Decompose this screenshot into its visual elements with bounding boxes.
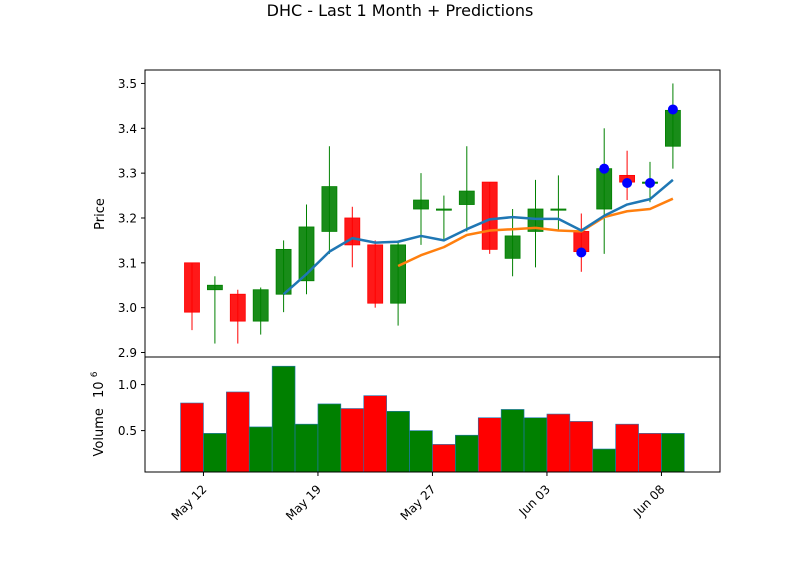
candles	[184, 83, 681, 344]
candle	[275, 240, 292, 313]
volume-bar	[592, 448, 616, 473]
volume-bar	[340, 408, 365, 473]
volume-bar	[271, 365, 296, 473]
candle	[321, 146, 338, 254]
candle	[298, 204, 315, 295]
candle	[619, 150, 635, 201]
volume-bar	[477, 417, 502, 473]
volume-scale-base: 10	[92, 381, 107, 398]
candle	[665, 83, 681, 169]
prediction-marker	[622, 178, 633, 189]
prediction-marker	[599, 163, 610, 174]
price-y-tick-label: 3.5	[118, 77, 137, 91]
candle-body	[390, 244, 407, 304]
volume-bar	[432, 444, 456, 473]
volume-bar	[523, 417, 548, 473]
volume-bar	[203, 433, 227, 473]
candle	[390, 240, 407, 326]
candle	[206, 276, 223, 344]
candle-body	[321, 186, 338, 232]
candle	[458, 146, 475, 232]
volume-bar	[661, 433, 685, 473]
x-tick-label: May 27	[398, 482, 439, 523]
candle	[252, 287, 269, 335]
volume-bar	[500, 409, 525, 473]
moving-average-lines	[282, 178, 674, 296]
volume-axis-label: Volume 10 6	[90, 371, 107, 456]
candle	[435, 195, 452, 241]
moving-average-line-1	[282, 178, 674, 296]
price-y-tick-label: 3.0	[118, 301, 137, 315]
prediction-marker	[576, 247, 587, 258]
volume-panel: 0.5 1.0 Volume 10 6 May 12 May 19 May 27 Jun…	[90, 356, 721, 523]
candle	[481, 181, 498, 254]
candle	[596, 128, 613, 254]
volume-bar	[409, 430, 433, 473]
candle-body	[413, 199, 429, 210]
volume-bar	[546, 413, 571, 473]
volume-bar	[317, 403, 342, 473]
candle	[550, 175, 567, 232]
candle-body	[275, 248, 292, 295]
candle-body	[527, 208, 544, 232]
volume-scale-exponent: 6	[90, 371, 100, 377]
candle-body	[458, 190, 475, 205]
candle-body	[596, 168, 613, 210]
chart-title: DHC - Last 1 Month + Predictions	[267, 1, 534, 20]
candle	[413, 173, 429, 245]
volume-bar	[455, 434, 479, 473]
volume-bar	[363, 395, 387, 473]
candle-body	[298, 226, 315, 282]
x-tick-label: Jun 08	[630, 482, 667, 519]
candle-body	[206, 284, 223, 291]
volume-bar	[226, 391, 250, 473]
candle-body	[252, 289, 269, 322]
candle	[367, 240, 384, 308]
moving-average-line-2	[397, 197, 674, 268]
prediction-marker	[645, 178, 655, 189]
volume-bar	[180, 402, 204, 473]
volume-y-ticks: 0.5 1.0	[118, 378, 145, 438]
candle-body	[367, 244, 384, 304]
x-ticks: May 12 May 19 May 27 Jun 03 Jun 08	[169, 472, 668, 523]
volume-bars	[180, 365, 685, 473]
volume-y-tick-label: 1.0	[118, 378, 137, 392]
candle-body	[184, 262, 200, 313]
price-panel: 2.9 3.0 3.1 3.2 3.3 3.4 3.5 Price	[93, 69, 721, 360]
prediction-marker	[667, 104, 678, 115]
volume-bar	[638, 433, 662, 473]
volume-bar	[386, 410, 410, 473]
volume-bar	[569, 421, 594, 473]
price-y-ticks: 2.9 3.0 3.1 3.2 3.3 3.4 3.5	[118, 77, 145, 360]
price-y-tick-label: 3.4	[118, 122, 137, 136]
volume-y-tick-label: 0.5	[118, 424, 137, 438]
price-axis-label: Price	[93, 198, 108, 230]
candle	[527, 179, 544, 268]
price-y-tick-label: 3.3	[118, 167, 137, 181]
price-y-tick-label: 2.9	[118, 346, 137, 360]
price-y-tick-label: 3.1	[118, 256, 137, 270]
x-tick-label: May 19	[283, 482, 324, 523]
candle	[184, 262, 200, 331]
volume-bar	[248, 426, 273, 473]
candle	[229, 289, 246, 344]
candle	[504, 209, 521, 277]
candle-body	[550, 208, 567, 211]
volume-bar	[615, 423, 639, 473]
candle-body	[504, 235, 521, 259]
prediction-markers	[576, 104, 678, 258]
candle	[573, 213, 590, 272]
candle-body	[665, 109, 681, 147]
x-tick-label: Jun 03	[516, 482, 553, 519]
volume-label-text: Volume	[92, 408, 107, 456]
candle-body	[229, 293, 246, 322]
volume-bar	[294, 423, 319, 473]
candle-body	[435, 208, 452, 211]
price-y-tick-label: 3.2	[118, 211, 137, 225]
candle-body	[481, 181, 498, 250]
x-tick-label: May 12	[169, 482, 210, 523]
